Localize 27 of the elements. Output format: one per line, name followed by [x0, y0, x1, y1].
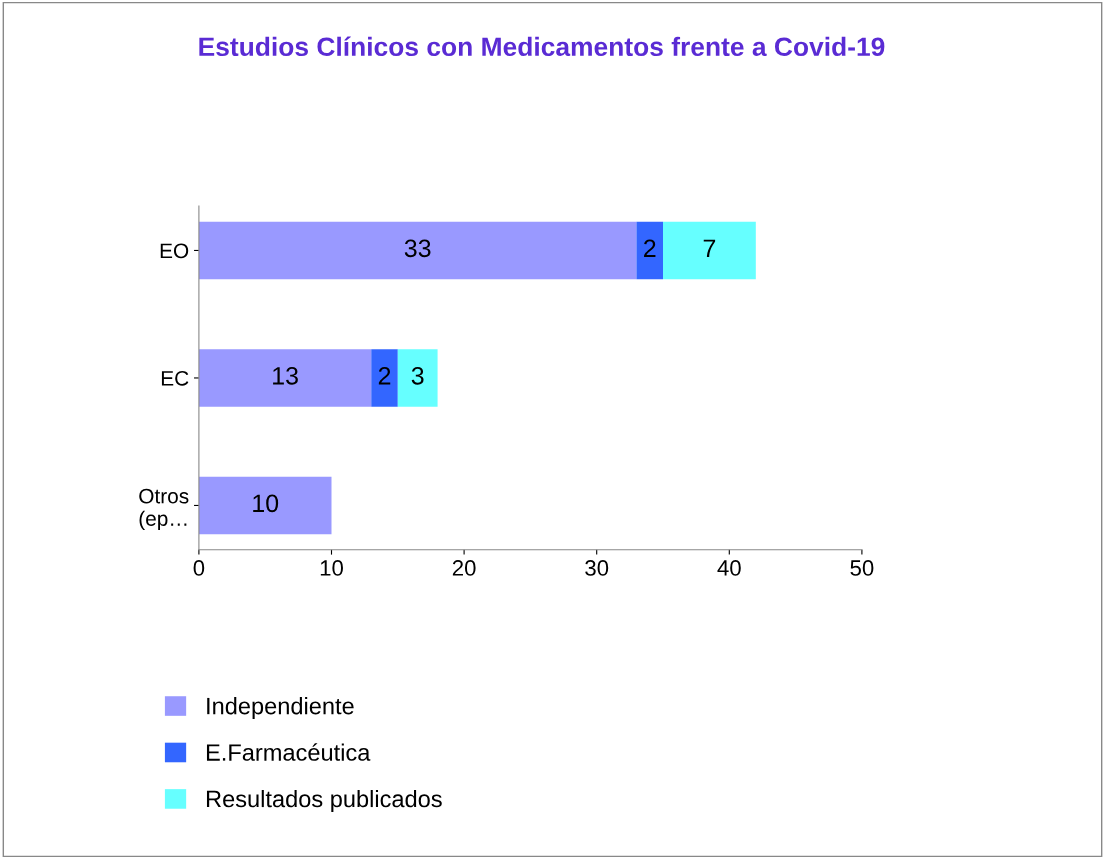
data-label: 33	[404, 239, 431, 258]
x-tick-label: 40	[717, 560, 741, 576]
legend-label: Independiente	[207, 697, 354, 720]
bar	[636, 221, 663, 280]
bar	[198, 349, 372, 407]
legend-label: Resultados publicados	[206, 789, 442, 812]
y-tick-label: EC	[161, 370, 189, 386]
x-tick-label: 30	[585, 560, 609, 576]
bar	[397, 349, 438, 407]
data-label: 2	[378, 366, 391, 385]
data-label: 10	[253, 494, 279, 513]
y-tick-label: EO	[160, 243, 189, 259]
data-label: 7	[703, 239, 716, 257]
x-tick-label: 0	[193, 560, 205, 576]
bar	[663, 221, 756, 280]
x-tick-label: 20	[452, 560, 476, 576]
data-label: 13	[273, 366, 298, 385]
x-tick-label: 50	[850, 560, 874, 576]
bar	[371, 349, 398, 407]
bar	[198, 221, 637, 280]
chart-title: Estudios Clínicos con Medicamentos frente a Covid-19	[199, 36, 885, 57]
bar	[198, 476, 332, 535]
y-tick-label: Otros (ep…	[139, 488, 189, 531]
legend-label: E.Farmacéutica	[206, 743, 371, 761]
data-label: 2	[644, 239, 656, 257]
x-tick-label: 10	[320, 560, 343, 576]
data-label: 3	[411, 366, 424, 385]
